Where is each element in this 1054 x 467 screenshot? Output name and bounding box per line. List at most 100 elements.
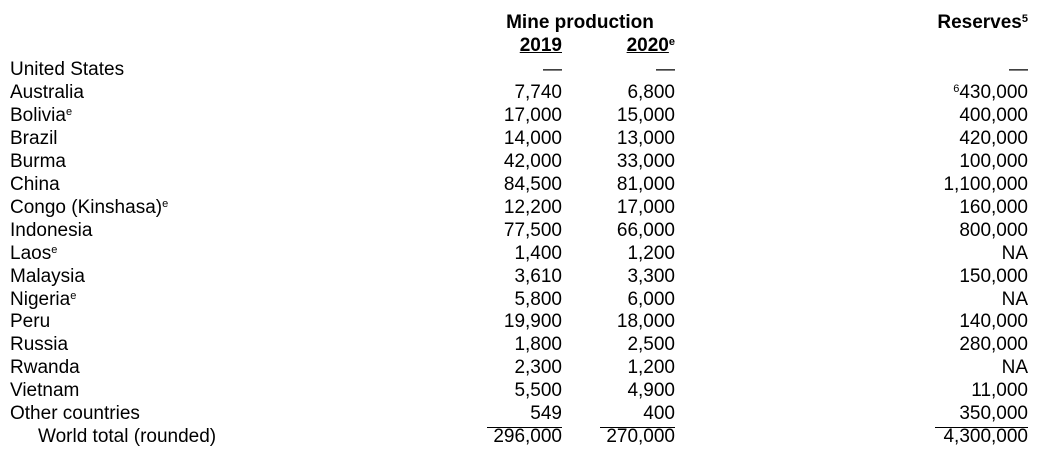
value: 420,000	[959, 127, 1028, 149]
value-cell: —	[440, 59, 562, 81]
value-cell: 13,000	[560, 128, 675, 150]
footnote-mark: 5	[1021, 13, 1028, 25]
value-cell: 5,500	[440, 380, 562, 402]
value-cell: 17,000	[560, 197, 675, 219]
year-label: 2019	[519, 35, 562, 56]
value: 3,300	[627, 265, 675, 287]
country-name: Peru	[10, 311, 51, 333]
country-cell: Other countries	[10, 403, 140, 425]
year-label: 2020	[626, 35, 669, 56]
value-cell: 5,800	[440, 289, 562, 311]
value-cell: 66,000	[560, 220, 675, 242]
value-cell: —	[860, 59, 1028, 81]
footnote-mark: e	[668, 36, 675, 48]
value: 280,000	[959, 334, 1028, 356]
value: 270,000	[606, 426, 675, 448]
value-cell: 18,000	[560, 311, 675, 333]
value-cell: 280,000	[860, 334, 1028, 356]
value-cell: 84,500	[440, 174, 562, 196]
value: 1,400	[514, 242, 562, 264]
country-name: Laos	[10, 242, 52, 264]
value-cell: 77,500	[440, 220, 562, 242]
country-name: Nigeria	[10, 288, 71, 310]
value: 6,000	[627, 288, 675, 310]
value: 430,000	[959, 81, 1028, 103]
value: 33,000	[616, 150, 675, 172]
value: 3,610	[514, 265, 562, 287]
value-cell: 42,000	[440, 151, 562, 173]
value: 11,000	[971, 380, 1028, 402]
value: 1,200	[627, 357, 675, 379]
value: 4,900	[627, 380, 675, 402]
value-cell: 12,200	[440, 197, 562, 219]
country-name: Burma	[10, 150, 66, 172]
footnote-mark: e	[70, 289, 77, 302]
value-cell: 1,800	[440, 334, 562, 356]
value-cell: NA	[860, 289, 1028, 311]
value-cell: 17,000	[440, 105, 562, 127]
value: 100,000	[959, 150, 1028, 172]
country-name: Other countries	[10, 403, 140, 425]
country-cell: Nigeriae	[10, 289, 76, 311]
value: —	[1009, 59, 1028, 80]
value-cell: 7,740	[440, 82, 562, 104]
country-name: United States	[10, 59, 125, 80]
value: 296,000	[493, 426, 562, 448]
country-name: China	[10, 173, 60, 195]
group-title: Mine production	[506, 12, 654, 33]
value-cell: 6,800	[560, 82, 675, 104]
value-cell: 100,000	[860, 151, 1028, 173]
value: 81,000	[616, 173, 675, 195]
country-name: Brazil	[10, 127, 58, 149]
value-cell: —	[560, 59, 675, 81]
value: 84,500	[503, 173, 562, 195]
value: 1,100,000	[943, 173, 1028, 195]
country-name: World total (rounded)	[38, 426, 217, 448]
country-cell: World total (rounded)	[38, 426, 216, 448]
country-name: Russia	[10, 334, 69, 356]
value: 800,000	[959, 219, 1028, 241]
value: 7,740	[514, 81, 562, 103]
value: 42,000	[503, 150, 562, 172]
value: 2,500	[627, 334, 675, 356]
country-name: Congo (Kinshasa)	[10, 196, 163, 218]
value: 5,800	[514, 288, 562, 310]
country-cell: Peru	[10, 311, 50, 333]
value: 4,300,000	[943, 426, 1028, 448]
reserves-header: Reserves5	[880, 12, 1028, 34]
value: 1,200	[627, 242, 675, 264]
value: 66,000	[616, 219, 675, 241]
value: 5,500	[514, 380, 562, 402]
value: 14,000	[503, 127, 562, 149]
value-cell: 6,000	[560, 289, 675, 311]
country-name: Vietnam	[10, 380, 80, 402]
value: 350,000	[959, 403, 1028, 425]
group-header: Mine production	[470, 12, 690, 34]
value-cell: 2,500	[560, 334, 675, 356]
country-name: Indonesia	[10, 219, 93, 241]
value: 160,000	[959, 196, 1028, 218]
value-cell: 350,000	[860, 403, 1028, 425]
value-cell: 296,000	[440, 426, 562, 448]
country-cell: Rwanda	[10, 357, 80, 379]
country-cell: United States	[10, 59, 124, 81]
value: NA	[1001, 288, 1028, 310]
total-rule	[600, 427, 675, 429]
value: 400	[643, 403, 675, 425]
value: 15,000	[616, 104, 675, 126]
value-cell: 150,000	[860, 266, 1028, 288]
value-cell: 420,000	[860, 128, 1028, 150]
value-cell: 11,000	[860, 380, 1028, 402]
value-cell: 270,000	[560, 426, 675, 448]
value-cell: 1,100,000	[860, 174, 1028, 196]
value: 150,000	[959, 265, 1028, 287]
value-cell: 3,300	[560, 266, 675, 288]
value: NA	[1001, 242, 1028, 264]
country-cell: Indonesia	[10, 220, 92, 242]
footnote-mark: e	[51, 243, 58, 256]
value-cell: 140,000	[860, 311, 1028, 333]
value-cell: 400,000	[860, 105, 1028, 127]
value-cell: 1,200	[560, 357, 675, 379]
value-cell: 2,300	[440, 357, 562, 379]
